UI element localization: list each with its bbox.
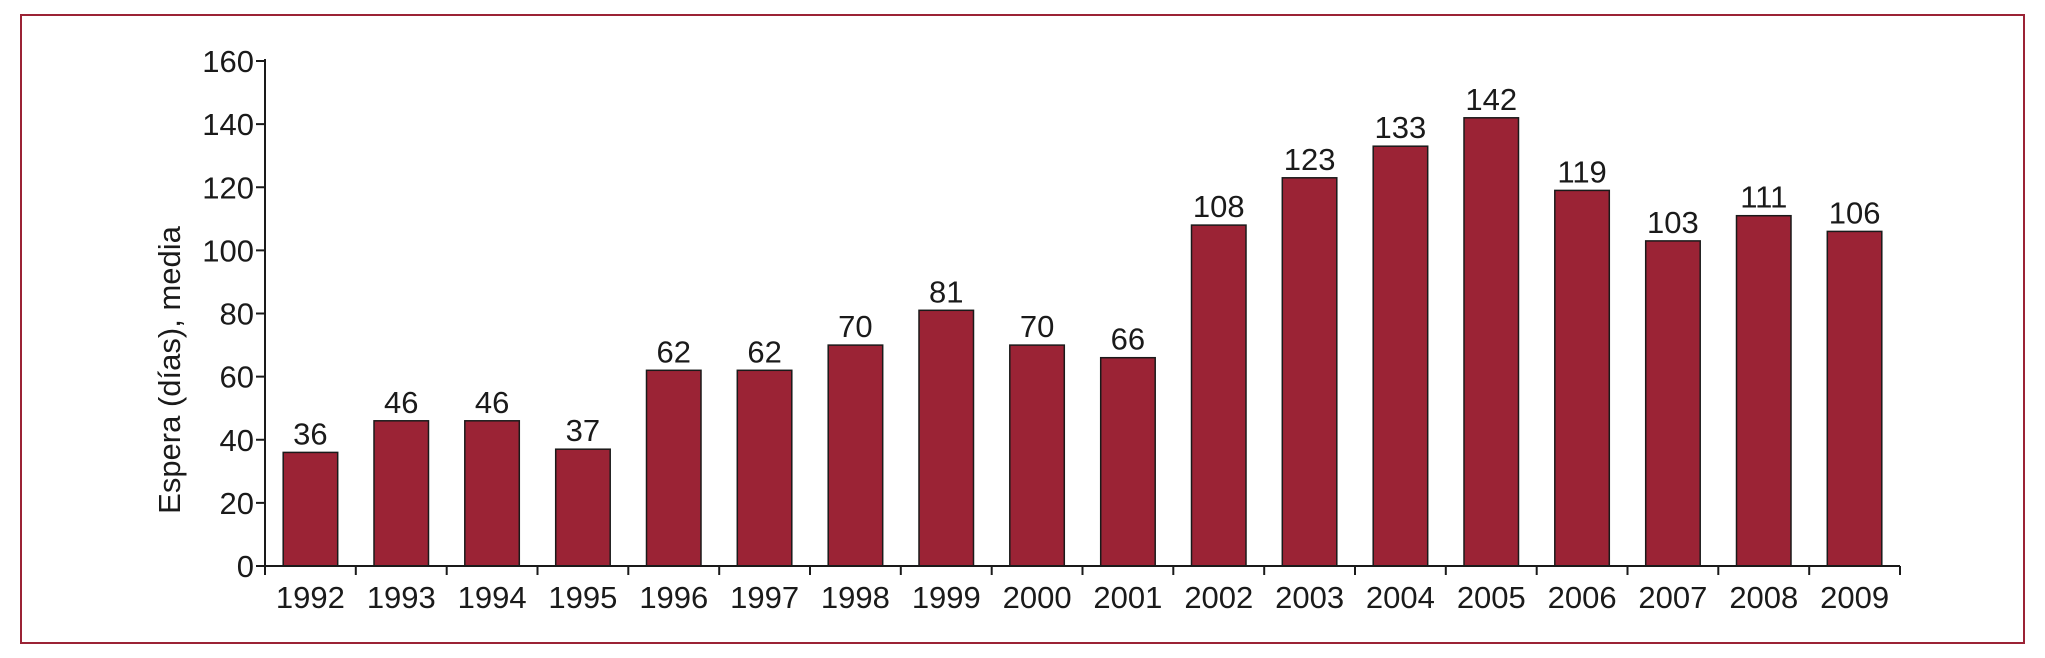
x-tick-label-2004: 2004: [1366, 580, 1435, 615]
data-label-2009: 106: [1829, 195, 1881, 230]
bar-2006: [1554, 189, 1611, 567]
data-label-2004: 133: [1375, 110, 1427, 145]
data-label-1998: 70: [838, 309, 872, 344]
x-tick-label-2005: 2005: [1457, 580, 1526, 615]
data-label-2002: 108: [1193, 189, 1245, 224]
y-tick-label-0: 0: [237, 549, 254, 584]
x-tick-label-2007: 2007: [1638, 580, 1707, 615]
x-tick-label-1992: 1992: [276, 580, 345, 615]
labels-layer: 36 46 46 37 62 62 70 81 70 66 108 123 133 142 119 103 11…: [202, 44, 1889, 615]
x-tick-label-1997: 1997: [730, 580, 799, 615]
y-tick-label-60: 60: [220, 360, 254, 395]
data-label-1995: 37: [566, 413, 600, 448]
bar-1994: [464, 420, 521, 567]
x-tick-label-1993: 1993: [367, 580, 436, 615]
bar-1998: [827, 344, 884, 567]
y-axis-title: Espera (días), media: [152, 225, 187, 513]
x-tick-label-1994: 1994: [458, 580, 527, 615]
x-tick-label-2006: 2006: [1548, 580, 1617, 615]
y-tick-label-40: 40: [220, 423, 254, 458]
x-tick-label-1998: 1998: [821, 580, 890, 615]
bar-2001: [1099, 356, 1156, 567]
data-label-2005: 142: [1465, 82, 1517, 117]
data-label-2007: 103: [1647, 205, 1699, 240]
bar-2003: [1281, 177, 1338, 567]
data-label-1997: 62: [747, 334, 781, 369]
x-tick-label-2009: 2009: [1820, 580, 1889, 615]
data-label-1992: 36: [293, 416, 327, 451]
y-tick-label-120: 120: [202, 170, 254, 205]
data-label-2000: 70: [1020, 309, 1054, 344]
bar-2005: [1463, 117, 1520, 567]
data-label-1999: 81: [929, 274, 963, 309]
data-label-1993: 46: [384, 385, 418, 420]
bar-2009: [1826, 230, 1883, 567]
data-label-2001: 66: [1111, 322, 1145, 357]
bar-1993: [373, 420, 430, 567]
bar-2008: [1735, 214, 1792, 567]
bar-2004: [1372, 145, 1429, 567]
data-label-2003: 123: [1284, 142, 1336, 177]
bar-2002: [1190, 224, 1247, 567]
bar-2000: [1009, 344, 1066, 567]
y-tick-label-80: 80: [220, 297, 254, 332]
bar-1999: [918, 309, 975, 567]
y-tick-label-160: 160: [202, 44, 254, 79]
x-tick-label-1995: 1995: [548, 580, 617, 615]
x-tick-label-1996: 1996: [639, 580, 708, 615]
data-label-2006: 119: [1557, 154, 1606, 189]
data-label-2008: 111: [1740, 180, 1787, 215]
bar-1995: [554, 448, 611, 567]
x-tick-label-2003: 2003: [1275, 580, 1344, 615]
x-tick-label-2002: 2002: [1184, 580, 1253, 615]
bars-layer: [282, 117, 1883, 567]
bar-1997: [736, 369, 793, 567]
x-tick-label-1999: 1999: [912, 580, 981, 615]
y-tick-label-140: 140: [202, 107, 254, 142]
x-tick-label-2000: 2000: [1003, 580, 1072, 615]
data-label-1996: 62: [657, 334, 691, 369]
y-tick-label-20: 20: [220, 486, 254, 521]
y-tick-label-100: 100: [202, 233, 254, 268]
x-tick-label-2008: 2008: [1729, 580, 1798, 615]
bar-2007: [1644, 240, 1701, 567]
x-tick-label-2001: 2001: [1093, 580, 1162, 615]
bar-1996: [645, 369, 702, 567]
data-label-1994: 46: [475, 385, 509, 420]
bar-1992: [282, 451, 339, 567]
axes-layer: [256, 59, 1901, 575]
